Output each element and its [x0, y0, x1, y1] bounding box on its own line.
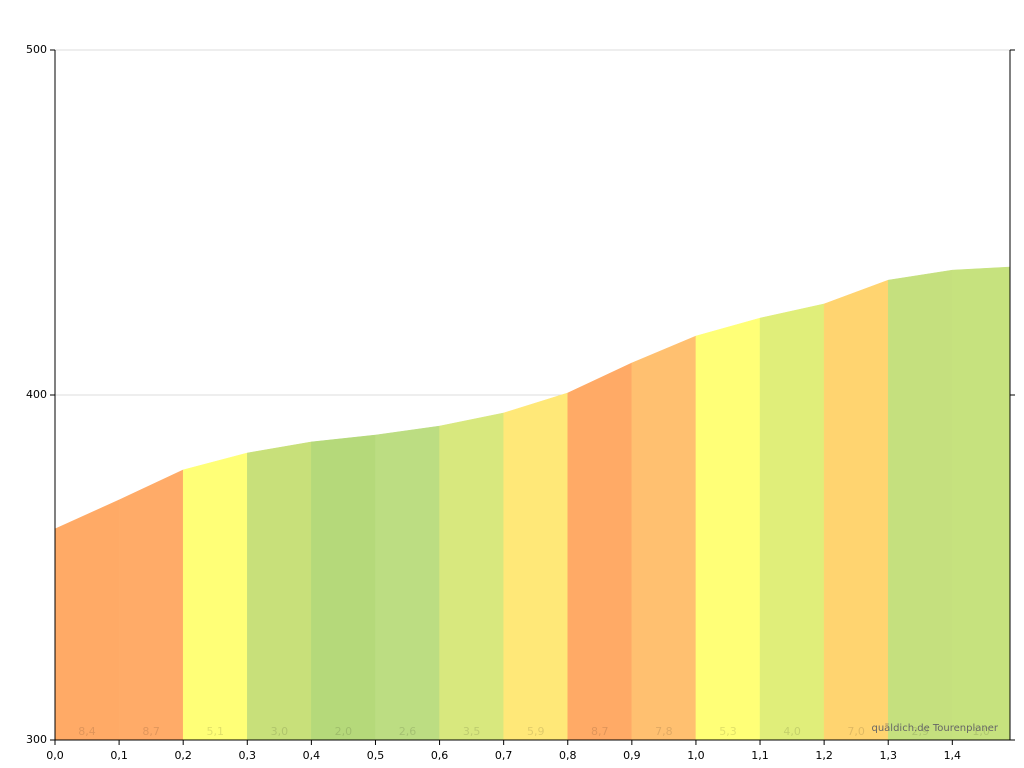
- x-tick-label: 0,5: [367, 749, 385, 762]
- y-tick-label: 400: [26, 388, 47, 401]
- segment: [311, 434, 376, 741]
- gradient-label: 3,5: [463, 725, 481, 738]
- x-tick-label: 1,4: [944, 749, 962, 762]
- x-tick-label: 0,9: [623, 749, 641, 762]
- x-tick-label: 0,7: [495, 749, 513, 762]
- x-tick-label: 0,1: [110, 749, 128, 762]
- gradient-label: 8,7: [591, 725, 609, 738]
- segment: [118, 469, 184, 741]
- segment: [503, 392, 569, 741]
- x-tick-label: 0,6: [431, 749, 449, 762]
- x-tick-label: 1,3: [879, 749, 897, 762]
- gradient-label: 8,7: [142, 725, 160, 738]
- segment: [759, 303, 825, 741]
- x-tick-label: 0,3: [239, 749, 257, 762]
- x-tick-label: 0,2: [174, 749, 192, 762]
- segment: [247, 441, 312, 741]
- segment: [375, 425, 440, 741]
- watermark: quäldich.de Tourenplaner: [871, 723, 998, 734]
- gradient-label: 2,0: [335, 725, 353, 738]
- gradient-label: 4,0: [783, 725, 801, 738]
- gradient-label: 8,4: [78, 725, 96, 738]
- y-tick-label: 300: [26, 733, 47, 746]
- segment: [439, 412, 504, 741]
- segment: [695, 317, 761, 741]
- segment: [887, 269, 953, 741]
- y-tick-label: 500: [26, 43, 47, 56]
- gradient-label: 5,3: [719, 725, 737, 738]
- gradient-label: 7,8: [655, 725, 673, 738]
- segment: [823, 279, 889, 741]
- segment: [182, 452, 248, 741]
- gradient-label: 5,1: [206, 725, 224, 738]
- segment: [567, 362, 633, 741]
- x-tick-label: 0,4: [303, 749, 321, 762]
- gradient-label: 2,6: [399, 725, 417, 738]
- x-tick-label: 1,1: [751, 749, 769, 762]
- x-tick-label: 1,2: [815, 749, 833, 762]
- gradient-label: 7,0: [847, 725, 865, 738]
- x-tick-label: 1,0: [687, 749, 705, 762]
- segment: [54, 499, 120, 741]
- gradient-label: 1,0: [972, 725, 990, 738]
- gradient-label: 2,9: [912, 725, 930, 738]
- segment: [952, 266, 1011, 741]
- gradient-label: 5,9: [527, 725, 545, 738]
- x-tick-label: 0,0: [46, 749, 64, 762]
- x-tick-label: 0,8: [559, 749, 577, 762]
- segment: [631, 335, 697, 741]
- gradient-label: 3,0: [271, 725, 289, 738]
